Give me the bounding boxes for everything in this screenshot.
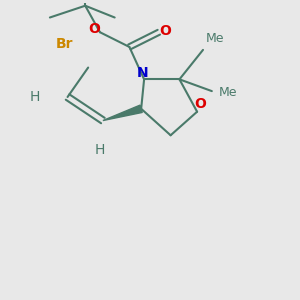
Text: H: H: [30, 90, 40, 104]
Text: O: O: [88, 22, 100, 36]
Text: Me: Me: [206, 32, 224, 46]
Text: Br: Br: [56, 37, 74, 51]
Text: H: H: [95, 143, 105, 157]
Text: Me: Me: [219, 86, 238, 99]
Text: N: N: [137, 66, 148, 80]
Text: O: O: [194, 98, 206, 111]
Text: O: O: [159, 24, 171, 38]
Polygon shape: [103, 105, 142, 121]
